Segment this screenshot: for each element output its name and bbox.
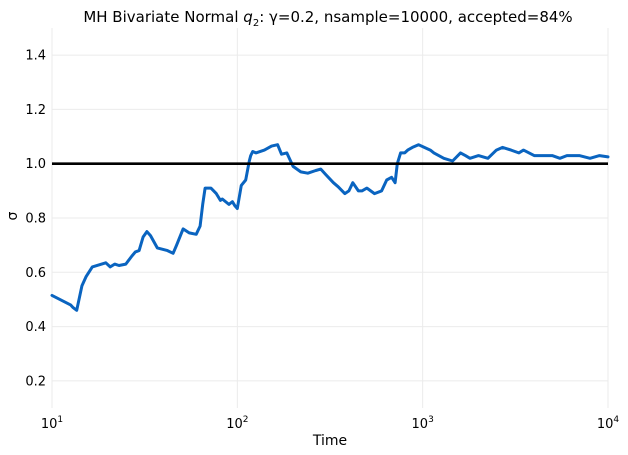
series-line (50, 143, 610, 312)
x-tick-label: 103 (412, 415, 434, 432)
y-tick-label: 1.4 (25, 49, 46, 64)
y-tick-label: 1.2 (25, 103, 46, 118)
x-axis-label: Time (312, 433, 347, 449)
y-tick-label: 0.8 (25, 212, 46, 227)
y-tick-label: 0.4 (25, 320, 46, 335)
x-tick-label: 104 (597, 415, 620, 432)
chart-title-q-sub: 2 (253, 18, 259, 29)
y-tick-label: 0.2 (25, 374, 46, 389)
y-axis-label: σ (5, 211, 21, 220)
chart-title: MH Bivariate Normal q2: γ=0.2, nsample=1… (83, 8, 572, 29)
y-tick-label: 1.0 (25, 157, 46, 172)
chart-title-prefix: MH Bivariate Normal (83, 8, 243, 26)
x-tick-label: 101 (41, 415, 63, 432)
chart-title-suffix: : γ=0.2, nsample=10000, accepted=84% (259, 8, 573, 26)
y-tick-label: 0.6 (25, 266, 46, 281)
plot-area: 0.2 0.4 0.6 0.8 1.0 1.2 1.4 101 102 103 104 (25, 28, 619, 432)
chart-title-q: q (243, 8, 253, 26)
x-tick-label: 102 (226, 415, 248, 432)
